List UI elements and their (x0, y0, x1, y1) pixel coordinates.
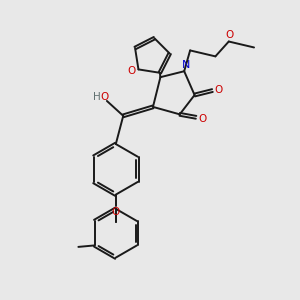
Text: O: O (112, 207, 120, 217)
Text: O: O (225, 30, 233, 40)
Text: O: O (100, 92, 109, 102)
Text: O: O (215, 85, 223, 95)
Text: N: N (182, 60, 190, 70)
Text: H: H (93, 92, 101, 102)
Text: O: O (199, 114, 207, 124)
Text: O: O (128, 66, 136, 76)
